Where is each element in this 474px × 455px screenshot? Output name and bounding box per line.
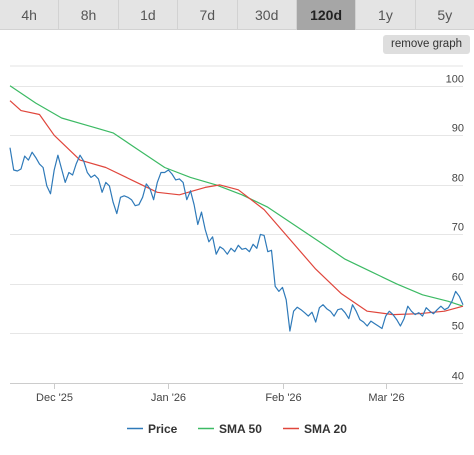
x-tick-label: Jan '26 (151, 392, 186, 404)
legend-item-price[interactable]: Price (127, 422, 178, 436)
y-tick-label: 90 (452, 123, 464, 135)
price-line (9, 147, 464, 332)
tab-1d[interactable]: 1d (119, 0, 179, 30)
legend-item-sma-20[interactable]: SMA 20 (283, 422, 347, 436)
tab-8h[interactable]: 8h (59, 0, 119, 30)
sma-20-line (9, 100, 464, 316)
x-tick-label: Mar '26 (368, 392, 404, 404)
y-tick-label: 80 (452, 173, 464, 185)
tab-4h[interactable]: 4h (0, 0, 60, 30)
y-tick-label: 50 (452, 321, 464, 333)
y-tick-label: 40 (452, 371, 464, 383)
legend-label: Price (148, 422, 178, 436)
tab-30d[interactable]: 30d (238, 0, 297, 30)
remove-graph-button[interactable]: remove graph (383, 35, 470, 54)
timeframe-tabs: 4h 8h 1d 7d 30d 120d 1y 5y (0, 0, 474, 30)
legend-label: SMA 20 (304, 422, 347, 436)
price-chart: 40 50 60 70 80 90 100 Dec '25 Jan '26 Feb '26 Mar … (9, 65, 464, 436)
y-tick-label: 100 (446, 74, 464, 86)
legend-label: SMA 50 (219, 422, 262, 436)
y-tick-label: 70 (452, 222, 464, 234)
x-tick-label: Dec '25 (36, 392, 73, 404)
tab-5y[interactable]: 5y (437, 7, 453, 23)
sma-50-line (9, 85, 464, 307)
tab-1y[interactable]: 1y (356, 0, 416, 30)
tab-120d[interactable]: 120d (296, 0, 357, 30)
legend-item-sma-50[interactable]: SMA 50 (198, 422, 262, 436)
tab-7d[interactable]: 7d (178, 0, 238, 30)
x-tick-label: Feb '26 (265, 392, 301, 404)
y-tick-label: 60 (452, 272, 464, 284)
